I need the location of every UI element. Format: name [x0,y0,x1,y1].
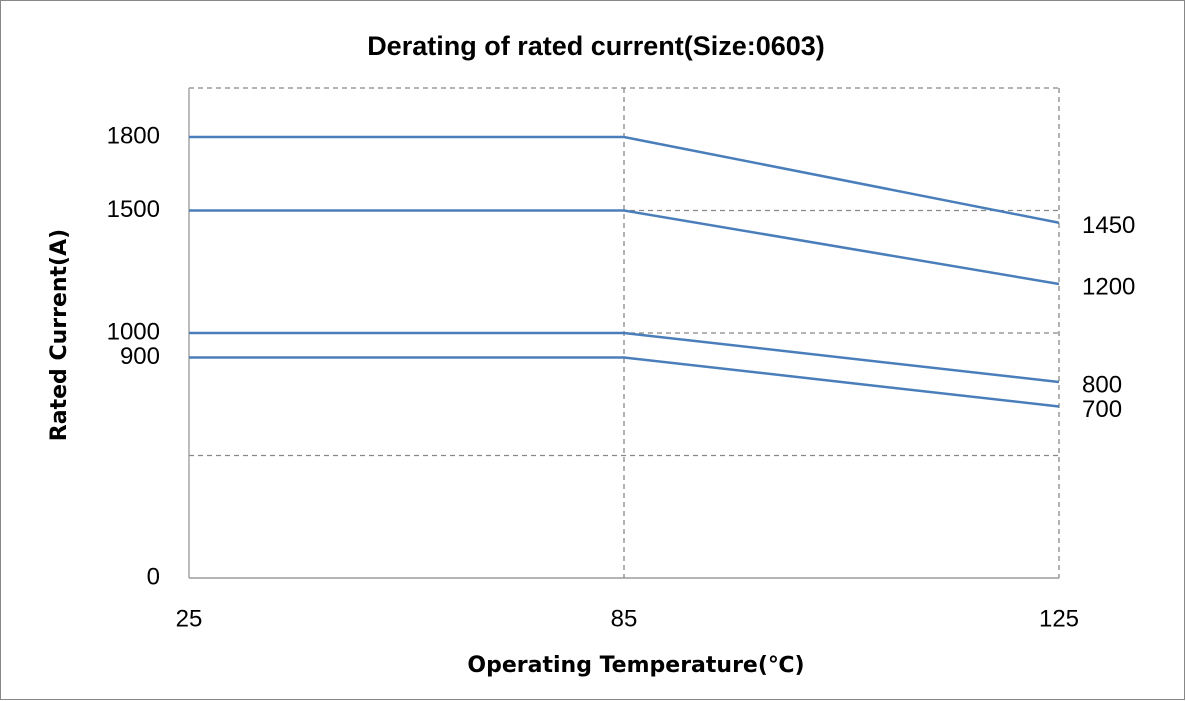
x-tick-label: 25 [176,605,203,632]
x-axis-title: Operating Temperature(℃) [467,653,804,678]
y-tick-label: 900 [120,343,160,370]
data-label: 700 [1082,396,1122,423]
series-line [189,135,1060,224]
y-axis-title: Rated Current(A) [47,229,72,441]
series-line [189,331,1060,384]
x-tick-label: 125 [1039,605,1079,632]
data-label: 1200 [1082,273,1135,300]
y-tick-label: 1500 [107,196,160,223]
y-tick-label: 1000 [107,318,160,345]
y-tick-label: 0 [147,563,160,590]
data-label: 800 [1082,371,1122,398]
data-label: 1450 [1082,212,1135,239]
series-line [189,356,1060,408]
chart-title: Derating of rated current(Size:0603) [367,31,825,61]
y-tick-label: 1800 [107,122,160,149]
x-tick-label: 85 [611,605,638,632]
series-line [189,209,1060,286]
